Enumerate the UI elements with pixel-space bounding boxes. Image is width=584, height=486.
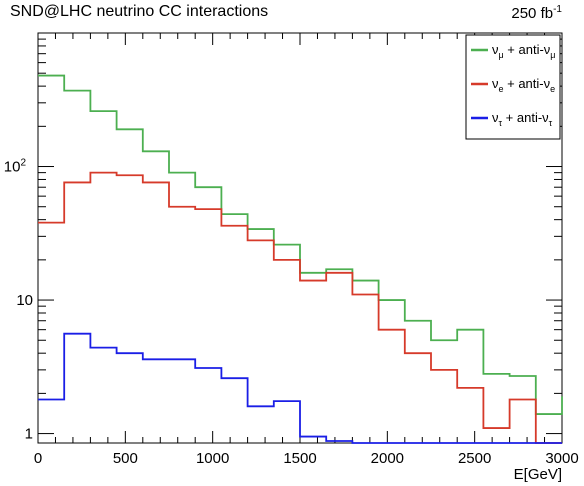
- y-tick-label: 10: [16, 292, 33, 309]
- luminosity-label: 250 fb-1: [511, 4, 562, 22]
- x-tick-label: 2000: [371, 450, 404, 467]
- y-tick-label: 1: [25, 426, 33, 443]
- x-tick-label: 500: [113, 450, 138, 467]
- x-tick-label: 1500: [283, 450, 316, 467]
- x-axis-label: E[GeV]: [514, 466, 562, 483]
- y-tick-label: 102: [4, 158, 27, 176]
- luminosity-exponent: -1: [553, 4, 562, 15]
- x-tick-label: 1000: [196, 450, 229, 467]
- series-nutau-line: [38, 332, 562, 444]
- legend-label-nue: νe + anti-νe: [492, 76, 555, 94]
- luminosity-value: 250 fb: [511, 5, 554, 22]
- x-tick-label: 2500: [458, 450, 491, 467]
- legend-label-nutau: ντ + anti-ντ: [492, 110, 553, 128]
- x-tick-label: 3000: [545, 450, 578, 467]
- legend-label-numu: νμ + anti-νμ: [492, 42, 555, 60]
- series-nue-line: [38, 171, 562, 444]
- chart-title: SND@LHC neutrino CC interactions: [10, 3, 269, 20]
- x-tick-label: 0: [34, 450, 42, 467]
- legend-box: [465, 34, 561, 140]
